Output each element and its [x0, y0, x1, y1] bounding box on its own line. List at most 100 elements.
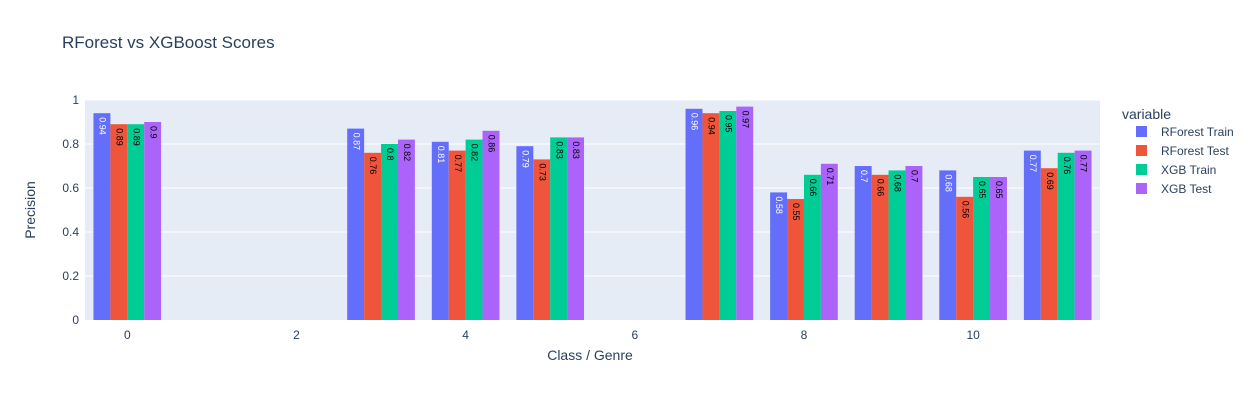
bar[interactable] — [685, 108, 703, 320]
bar[interactable] — [990, 177, 1007, 320]
bar-value-label: 0.71 — [825, 168, 835, 186]
bar[interactable] — [1057, 152, 1075, 320]
bar-value-label: 0.89 — [114, 128, 124, 146]
bar-value-label: 0.87 — [351, 133, 361, 151]
y-axis-ticks: 0 0.2 0.4 0.6 0.8 1 — [62, 93, 79, 327]
bar-value-label: 0.66 — [808, 179, 818, 197]
bar[interactable] — [1074, 150, 1092, 320]
legend-item-label[interactable]: XGB Test — [1161, 182, 1212, 196]
x-tick-label: 4 — [462, 328, 469, 342]
bar-value-label: 0.65 — [977, 181, 987, 199]
bar[interactable] — [127, 124, 145, 320]
bar-value-label: 0.9 — [148, 126, 158, 139]
x-tick-label: 10 — [966, 328, 980, 342]
legend-swatch — [1136, 183, 1147, 194]
bar-value-label: 0.86 — [487, 135, 497, 153]
bar[interactable] — [381, 144, 398, 320]
bar-value-label: 0.81 — [436, 146, 446, 164]
legend[interactable]: variable RForest Train RForest Test XGB Tr… — [1122, 106, 1234, 196]
x-tick-label: 0 — [124, 328, 131, 342]
bar[interactable] — [448, 150, 466, 320]
x-tick-label: 6 — [631, 328, 638, 342]
bar-value-label: 0.97 — [740, 111, 750, 129]
bar-value-label: 0.69 — [1045, 172, 1055, 190]
bar[interactable] — [770, 192, 788, 320]
bar[interactable] — [888, 170, 906, 320]
bar[interactable] — [431, 141, 449, 320]
bar[interactable] — [93, 113, 111, 320]
bar-labels: 0.94 0.89 0.89 0.9 0.87 0.76 0.8 0.82 0.81 0.77 0.… — [98, 111, 1089, 221]
bar-value-label: 0.77 — [453, 155, 463, 173]
bar[interactable] — [820, 163, 838, 320]
gridlines — [85, 99, 1100, 277]
bar[interactable] — [803, 174, 821, 320]
legend-item-label[interactable]: RForest Train — [1161, 125, 1234, 139]
y-tick-label: 1 — [72, 93, 79, 107]
bar[interactable] — [1040, 168, 1058, 320]
bar[interactable] — [1023, 150, 1041, 320]
bar-value-label: 0.58 — [774, 196, 784, 214]
plot-background — [85, 100, 1100, 320]
bar[interactable] — [567, 137, 585, 320]
bar[interactable] — [144, 122, 162, 320]
y-axis-title: Precision — [22, 181, 38, 239]
y-tick-label: 0.6 — [62, 181, 79, 195]
bar[interactable] — [939, 170, 957, 320]
legend-item-label[interactable]: XGB Train — [1161, 163, 1216, 177]
bar[interactable] — [702, 113, 720, 320]
legend-swatch — [1136, 145, 1147, 156]
bar-value-label: 0.83 — [571, 141, 581, 159]
y-tick-label: 0.4 — [62, 225, 79, 239]
x-tick-label: 8 — [801, 328, 808, 342]
bar-value-label: 0.95 — [723, 115, 733, 133]
bar-value-label: 0.7 — [910, 170, 920, 183]
y-tick-label: 0.2 — [62, 269, 79, 283]
bars — [93, 106, 1092, 320]
bar[interactable] — [397, 139, 415, 320]
x-tick-label: 2 — [293, 328, 300, 342]
bar-value-label: 0.66 — [876, 179, 886, 197]
bar[interactable] — [533, 159, 551, 320]
bar[interactable] — [110, 124, 128, 320]
bar[interactable] — [516, 146, 534, 320]
y-tick-label: 0.8 — [62, 137, 79, 151]
legend-swatch — [1136, 126, 1147, 137]
bar-value-label: 0.55 — [791, 203, 801, 221]
bar[interactable] — [854, 166, 872, 320]
bar-value-label: 0.65 — [994, 181, 1004, 199]
bar[interactable] — [956, 196, 974, 320]
bar-value-label: 0.68 — [893, 174, 903, 192]
bar[interactable] — [364, 152, 382, 320]
bar[interactable] — [905, 166, 923, 320]
bar[interactable] — [465, 139, 483, 320]
bar-value-label: 0.83 — [554, 141, 564, 159]
bar[interactable] — [482, 130, 500, 320]
bar-value-label: 0.7 — [859, 170, 869, 183]
bar[interactable] — [787, 199, 804, 320]
y-tick-label: 0 — [72, 313, 79, 327]
bar-value-label: 0.56 — [960, 201, 970, 219]
bar-value-label: 0.96 — [690, 113, 700, 131]
bar-value-label: 0.76 — [1062, 157, 1072, 175]
bar[interactable] — [871, 174, 889, 320]
bar-value-label: 0.8 — [385, 148, 395, 161]
bar-value-label: 0.68 — [943, 174, 953, 192]
bar-value-label: 0.77 — [1079, 155, 1089, 173]
bar-value-label: 0.94 — [98, 117, 108, 135]
bar[interactable] — [973, 177, 991, 320]
bar-value-label: 0.76 — [368, 157, 378, 175]
legend-swatch — [1136, 164, 1147, 175]
bar-value-label: 0.89 — [131, 128, 141, 146]
chart-title: RForest vs XGBoost Scores — [62, 33, 275, 52]
bar[interactable] — [347, 128, 365, 320]
bar[interactable] — [719, 111, 737, 320]
bar[interactable] — [736, 106, 754, 320]
bar[interactable] — [550, 137, 568, 320]
bar-value-label: 0.82 — [470, 144, 480, 162]
legend-item-label[interactable]: RForest Test — [1161, 144, 1229, 158]
x-axis-ticks: 0 2 4 6 8 10 — [124, 328, 980, 342]
bar-value-label: 0.79 — [520, 150, 530, 168]
x-axis-title: Class / Genre — [547, 347, 633, 363]
bar-value-label: 0.77 — [1028, 155, 1038, 173]
